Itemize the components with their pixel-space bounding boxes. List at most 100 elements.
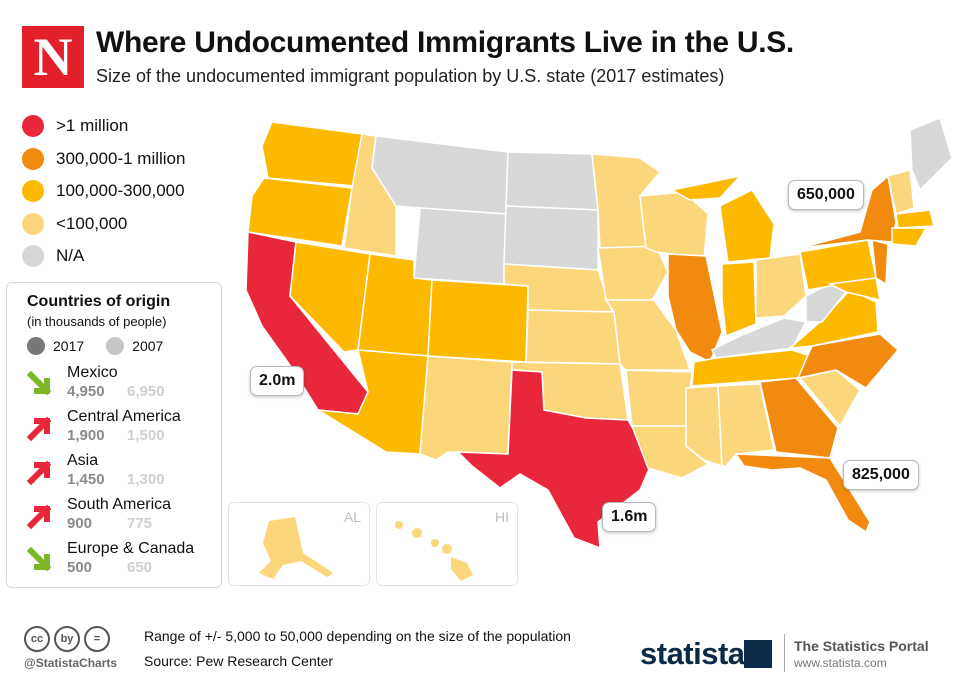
year-2017-swatch bbox=[27, 337, 45, 355]
map-legend: >1 million 300,000-1 million 100,000-300… bbox=[22, 110, 185, 273]
legend-swatch bbox=[22, 147, 44, 170]
alaska-shape bbox=[259, 517, 333, 579]
alaska-inset: AL bbox=[228, 502, 370, 586]
countries-of-origin-panel: Countries of origin (in thousands of peo… bbox=[6, 282, 222, 588]
arrow-up-icon bbox=[27, 504, 52, 529]
legend-swatch bbox=[22, 115, 44, 138]
origin-value-2007: 775 bbox=[127, 515, 153, 532]
legend-item-under-100k: <100,000 bbox=[22, 208, 185, 241]
origin-row: Asia 1,450 1,300 bbox=[27, 447, 221, 491]
alaska-inset-label: AL bbox=[343, 509, 361, 525]
origin-value-2017: 900 bbox=[67, 515, 93, 532]
origin-name: South America bbox=[67, 496, 172, 513]
portal-url: www.statista.com bbox=[794, 656, 887, 670]
state-michigan bbox=[719, 189, 775, 263]
state-shapes bbox=[245, 116, 953, 550]
state-connecticut-ri bbox=[891, 227, 928, 247]
state-vermont-nh bbox=[887, 169, 915, 215]
origin-value-2007: 650 bbox=[127, 559, 153, 576]
source-note: Source: Pew Research Center bbox=[144, 653, 334, 669]
legend-swatch bbox=[22, 212, 44, 235]
legend-item-over-1m: >1 million bbox=[22, 110, 185, 143]
state-ohio bbox=[755, 253, 807, 319]
state-missouri bbox=[604, 299, 692, 371]
origin-value-2017: 500 bbox=[67, 559, 93, 576]
chart-title: Where Undocumented Immigrants Live in th… bbox=[96, 26, 794, 59]
year-2007-swatch bbox=[106, 337, 125, 355]
callout-new-york: 650,000 bbox=[788, 180, 864, 210]
twitter-handle: @StatistaCharts bbox=[24, 656, 118, 670]
arrow-up-icon bbox=[27, 460, 52, 485]
state-washington bbox=[261, 121, 363, 187]
portal-tagline: The Statistics Portal bbox=[794, 638, 929, 654]
year-legend: 2017 2007 bbox=[27, 337, 221, 355]
legend-item-100k-300k: 100,000-300,000 bbox=[22, 175, 185, 208]
origin-name: Mexico bbox=[67, 364, 118, 381]
newsweek-logo: N bbox=[22, 26, 84, 88]
state-new-york bbox=[799, 174, 897, 249]
state-massachusetts bbox=[895, 209, 935, 229]
attribution-icon: by bbox=[54, 626, 80, 652]
arrow-up-icon bbox=[27, 416, 52, 441]
origin-list: Mexico 4,950 6,950 Central America 1,900 1,50… bbox=[27, 359, 221, 579]
origin-subtitle: (in thousands of people) bbox=[27, 314, 167, 329]
callout-texas: 1.6m bbox=[602, 502, 657, 532]
callout-california: 2.0m bbox=[250, 366, 305, 396]
state-alaska bbox=[259, 517, 333, 579]
state-kansas bbox=[525, 309, 621, 365]
state-maryland bbox=[827, 277, 881, 301]
state-mississippi bbox=[685, 385, 723, 468]
state-new-mexico bbox=[419, 355, 513, 461]
legend-item-300k-1m: 300,000-1 million bbox=[22, 143, 185, 176]
origin-title: Countries of origin bbox=[27, 293, 171, 310]
state-south-dakota bbox=[503, 205, 599, 271]
year-2007-label: 2007 bbox=[132, 338, 164, 354]
arrow-down-icon bbox=[27, 370, 52, 396]
state-colorado bbox=[427, 279, 529, 363]
state-maine bbox=[909, 116, 953, 192]
origin-row: South America 900 775 bbox=[27, 491, 221, 535]
state-north-dakota bbox=[505, 151, 599, 211]
footer-divider bbox=[784, 634, 785, 672]
statista-wordmark: statista bbox=[640, 636, 745, 671]
no-derivatives-icon: = bbox=[84, 626, 110, 652]
origin-row: Central America 1,900 1,500 bbox=[27, 403, 221, 447]
origin-value-2017: 1,450 bbox=[67, 471, 105, 488]
arrow-down-icon bbox=[27, 546, 52, 572]
origin-value-2007: 6,950 bbox=[127, 383, 165, 400]
origin-name: Central America bbox=[67, 408, 181, 425]
footnote: Range of +/- 5,000 to 50,000 depending o… bbox=[144, 628, 571, 644]
license-icons: cc by = bbox=[24, 626, 110, 652]
state-wyoming bbox=[413, 207, 507, 285]
state-georgia bbox=[759, 377, 839, 459]
year-2017-label: 2017 bbox=[53, 338, 85, 354]
legend-swatch bbox=[22, 245, 44, 268]
callout-florida: 825,000 bbox=[843, 460, 919, 490]
origin-value-2007: 1,500 bbox=[127, 427, 165, 444]
hawaii-shape bbox=[395, 521, 473, 581]
hawaii-inset: HI bbox=[376, 502, 518, 586]
state-arkansas bbox=[625, 369, 693, 427]
origin-name: Europe & Canada bbox=[67, 540, 195, 557]
state-indiana bbox=[721, 261, 757, 338]
state-illinois bbox=[667, 253, 723, 364]
origin-row: Mexico 4,950 6,950 bbox=[27, 359, 221, 403]
origin-value-2017: 4,950 bbox=[67, 383, 105, 400]
cc-icon: cc bbox=[24, 626, 50, 652]
legend-swatch bbox=[22, 180, 44, 203]
us-map bbox=[245, 116, 953, 550]
chart-subtitle: Size of the undocumented immigrant popul… bbox=[96, 66, 725, 86]
origin-value-2007: 1,300 bbox=[127, 471, 165, 488]
state-oregon bbox=[247, 177, 353, 247]
origin-name: Asia bbox=[67, 452, 99, 469]
hawaii-inset-label: HI bbox=[495, 509, 509, 525]
state-new-jersey bbox=[871, 239, 889, 286]
state-michigan-upper bbox=[669, 174, 743, 201]
state-iowa bbox=[597, 245, 669, 301]
state-florida bbox=[734, 453, 871, 534]
origin-value-2017: 1,900 bbox=[67, 427, 105, 444]
state-nevada bbox=[289, 241, 371, 353]
origin-row: Europe & Canada 500 650 bbox=[27, 535, 221, 579]
state-hawaii bbox=[395, 521, 473, 581]
state-wisconsin bbox=[639, 191, 709, 259]
